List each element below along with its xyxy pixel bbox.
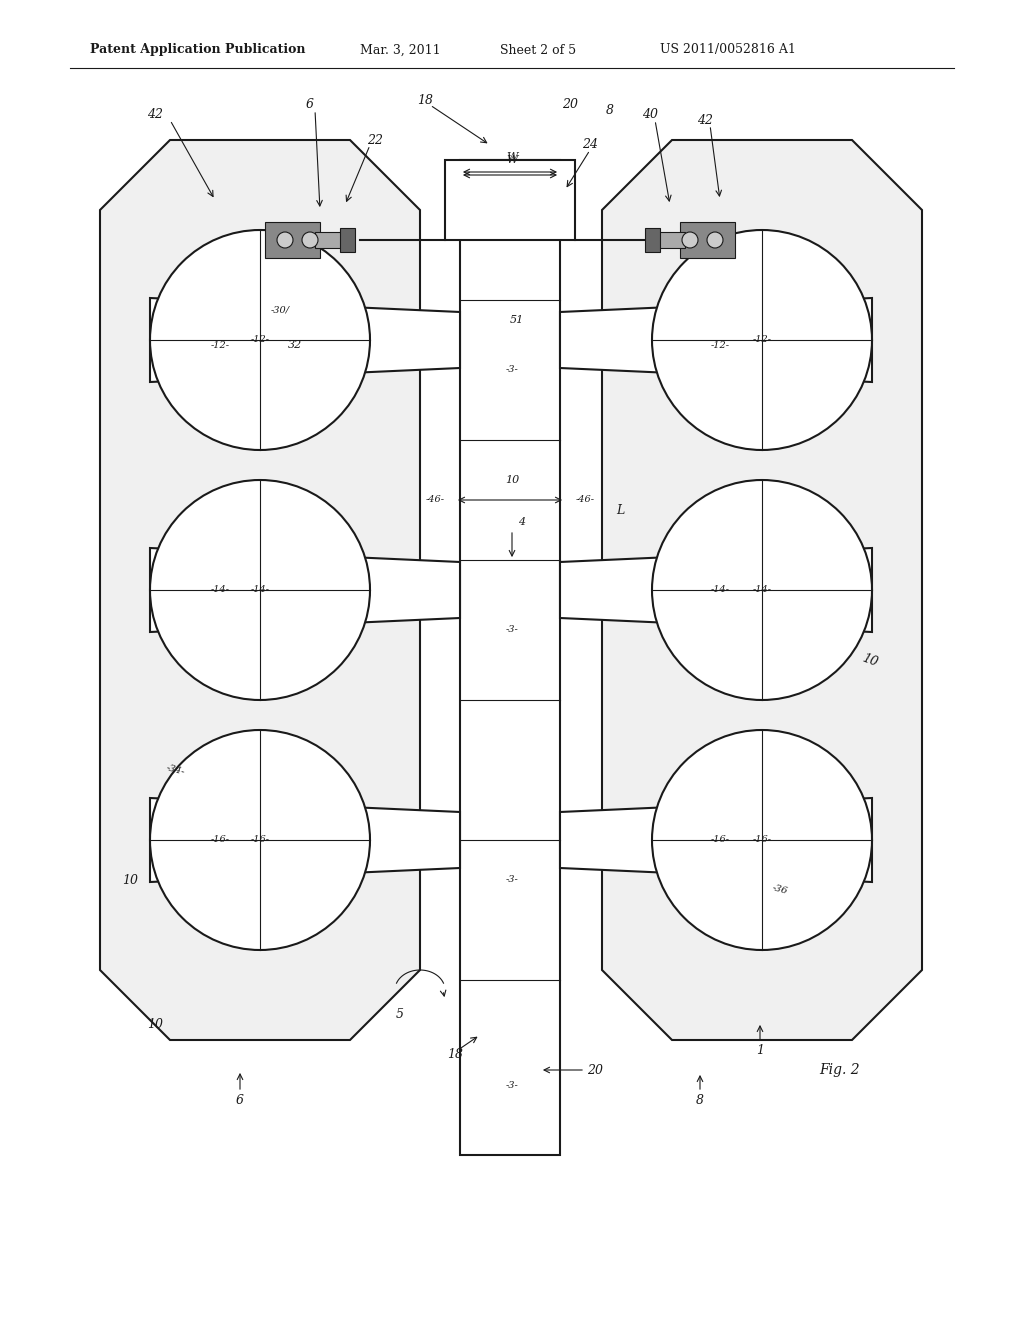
Text: W: W [506, 154, 518, 165]
Text: 18: 18 [447, 1048, 463, 1061]
Polygon shape [150, 298, 460, 381]
Circle shape [682, 232, 698, 248]
Text: -46-: -46- [426, 495, 444, 504]
Text: -16-: -16- [251, 836, 269, 845]
Text: 10: 10 [860, 651, 880, 669]
Text: US 2011/0052816 A1: US 2011/0052816 A1 [660, 44, 796, 57]
Polygon shape [150, 548, 460, 632]
FancyBboxPatch shape [645, 228, 660, 252]
Text: 51: 51 [510, 315, 524, 325]
Circle shape [652, 480, 872, 700]
Text: 20: 20 [587, 1064, 603, 1077]
Text: Fig. 2: Fig. 2 [819, 1063, 860, 1077]
Circle shape [652, 730, 872, 950]
Text: -12-: -12- [711, 341, 729, 350]
Text: 42: 42 [147, 108, 163, 121]
Text: -16-: -16- [753, 836, 771, 845]
Text: 10: 10 [122, 874, 138, 887]
Text: -3-: -3- [506, 626, 518, 635]
Text: -12-: -12- [251, 335, 269, 345]
Text: 6: 6 [236, 1093, 244, 1106]
Text: -16-: -16- [211, 836, 229, 845]
Text: 6: 6 [306, 99, 314, 111]
Text: 10: 10 [505, 475, 519, 484]
FancyBboxPatch shape [265, 222, 319, 257]
FancyBboxPatch shape [460, 160, 560, 1155]
Text: -14-: -14- [251, 586, 269, 594]
Text: Mar. 3, 2011: Mar. 3, 2011 [360, 44, 440, 57]
Text: -14-: -14- [211, 586, 229, 594]
Text: -46-: -46- [575, 495, 595, 504]
Circle shape [302, 232, 318, 248]
Circle shape [652, 230, 872, 450]
FancyBboxPatch shape [340, 228, 355, 252]
Text: -3-: -3- [506, 366, 518, 375]
Text: -34-: -34- [165, 763, 185, 776]
Text: 20: 20 [562, 99, 578, 111]
Polygon shape [560, 548, 872, 632]
Text: 40: 40 [642, 108, 658, 121]
Text: -36: -36 [771, 883, 788, 896]
Text: -12-: -12- [211, 341, 229, 350]
Text: Patent Application Publication: Patent Application Publication [90, 44, 305, 57]
Text: 5: 5 [396, 1008, 404, 1022]
Text: L: L [615, 503, 624, 516]
Text: -30/: -30/ [270, 305, 290, 314]
Circle shape [150, 730, 370, 950]
Text: -12-: -12- [753, 335, 771, 345]
Text: Sheet 2 of 5: Sheet 2 of 5 [500, 44, 577, 57]
Text: 32: 32 [288, 341, 302, 350]
Text: 10: 10 [147, 1019, 163, 1031]
Text: 4: 4 [518, 517, 525, 527]
Text: 42: 42 [697, 114, 713, 127]
FancyBboxPatch shape [315, 232, 345, 248]
Text: 18: 18 [417, 94, 433, 107]
Text: 8: 8 [606, 103, 614, 116]
Text: 1: 1 [756, 1044, 764, 1056]
Polygon shape [445, 160, 575, 240]
Polygon shape [602, 140, 922, 1040]
Text: 8: 8 [696, 1093, 705, 1106]
Text: -3-: -3- [506, 875, 518, 884]
Text: -14-: -14- [753, 586, 771, 594]
Text: 22: 22 [367, 133, 383, 147]
Polygon shape [100, 140, 420, 1040]
Text: -3-: -3- [506, 1081, 518, 1089]
FancyBboxPatch shape [655, 232, 685, 248]
Circle shape [150, 480, 370, 700]
Circle shape [278, 232, 293, 248]
Polygon shape [560, 799, 872, 882]
Circle shape [150, 230, 370, 450]
Text: W: W [506, 152, 518, 162]
FancyBboxPatch shape [680, 222, 735, 257]
Text: -16-: -16- [711, 836, 729, 845]
Text: 24: 24 [582, 139, 598, 152]
Polygon shape [560, 298, 872, 381]
Circle shape [707, 232, 723, 248]
Text: -14-: -14- [711, 586, 729, 594]
Polygon shape [150, 799, 460, 882]
